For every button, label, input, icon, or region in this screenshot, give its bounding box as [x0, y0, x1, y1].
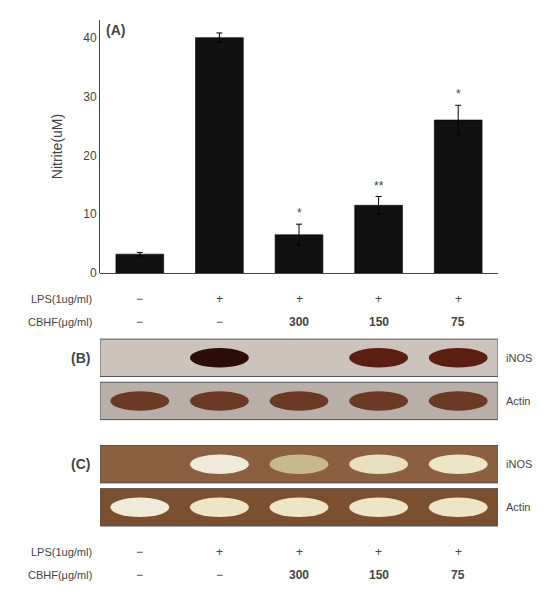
svg-text:300: 300 — [289, 315, 309, 329]
svg-text:iNOS: iNOS — [506, 458, 532, 470]
svg-text:(C): (C) — [71, 456, 90, 472]
svg-text:150: 150 — [369, 568, 389, 582]
svg-text:−: − — [216, 568, 223, 582]
svg-text:Actin: Actin — [506, 395, 530, 407]
svg-text:75: 75 — [451, 568, 465, 582]
svg-text:Nitrite(uM): Nitrite(uM) — [49, 114, 65, 179]
svg-text:−: − — [216, 315, 223, 329]
svg-text:+: + — [216, 545, 223, 559]
svg-text:20: 20 — [83, 149, 97, 163]
svg-text:Actin: Actin — [506, 501, 530, 513]
svg-text:+: + — [296, 292, 303, 306]
svg-text:**: ** — [374, 179, 384, 193]
svg-text:CBHF(μg/ml): CBHF(μg/ml) — [28, 316, 92, 328]
svg-text:0: 0 — [90, 266, 97, 280]
svg-text:−: − — [136, 568, 143, 582]
svg-text:+: + — [455, 545, 462, 559]
svg-text:+: + — [216, 292, 223, 306]
svg-text:−: − — [136, 545, 143, 559]
svg-text:CBHF(μg/ml): CBHF(μg/ml) — [28, 569, 92, 581]
svg-text:−: − — [136, 315, 143, 329]
svg-text:(A): (A) — [106, 22, 125, 38]
svg-text:+: + — [375, 292, 382, 306]
svg-text:iNOS: iNOS — [506, 352, 532, 364]
svg-text:−: − — [136, 292, 143, 306]
svg-text:LPS(1ug/ml): LPS(1ug/ml) — [31, 546, 92, 558]
svg-text:+: + — [455, 292, 462, 306]
svg-text:40: 40 — [83, 31, 97, 45]
svg-text:+: + — [375, 545, 382, 559]
svg-text:LPS(1ug/ml): LPS(1ug/ml) — [31, 293, 92, 305]
svg-text:300: 300 — [289, 568, 309, 582]
svg-text:75: 75 — [451, 315, 465, 329]
svg-text:+: + — [296, 545, 303, 559]
svg-text:(B): (B) — [71, 350, 90, 366]
svg-text:10: 10 — [83, 207, 97, 221]
svg-text:*: * — [456, 87, 461, 101]
svg-text:150: 150 — [369, 315, 389, 329]
svg-text:*: * — [297, 206, 302, 220]
svg-text:30: 30 — [83, 90, 97, 104]
